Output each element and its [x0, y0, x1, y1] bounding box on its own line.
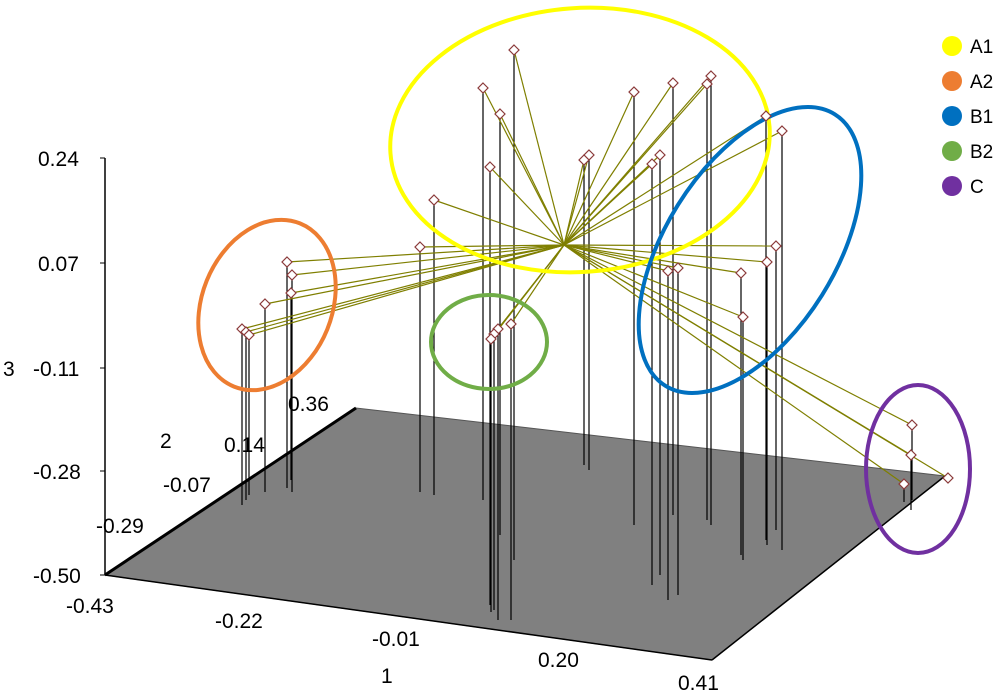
data-point-marker — [770, 240, 782, 252]
x-tick-label: 0.20 — [538, 649, 579, 672]
data-point-marker — [662, 265, 674, 277]
connector-line — [563, 244, 777, 247]
data-point-marker — [508, 44, 520, 56]
data-point-marker — [286, 269, 298, 281]
cluster-ellipse-c — [864, 383, 972, 555]
data-point-marker — [243, 329, 255, 341]
drop-lines — [241, 50, 913, 620]
data-point-marker — [485, 333, 497, 345]
x-axis-title: 1 — [381, 665, 393, 688]
data-point-marker — [628, 86, 640, 98]
data-point-marker — [494, 108, 506, 120]
connector-line — [563, 91, 635, 246]
legend-label: A2 — [970, 72, 993, 93]
legend-label: C — [970, 177, 984, 198]
connector-line — [419, 244, 565, 248]
x-tick-label: -0.22 — [215, 610, 263, 633]
z-tick-label: 0.07 — [38, 253, 79, 276]
connector-line — [241, 244, 565, 330]
cluster-ellipse-b2 — [429, 293, 549, 391]
connector-line — [264, 244, 565, 305]
data-point-marker — [667, 77, 679, 89]
data-point-marker — [898, 478, 910, 490]
data-point-marker — [428, 194, 440, 206]
connector-line — [489, 166, 565, 246]
connector-line — [513, 49, 565, 246]
x-axis-line — [104, 574, 713, 661]
y-tick-label: -0.29 — [96, 515, 144, 538]
legend-swatch — [942, 176, 962, 196]
connector-line — [563, 159, 585, 246]
data-point-marker — [578, 154, 590, 166]
connector-line — [563, 244, 679, 269]
data-point-marker — [701, 78, 713, 90]
connector-line — [563, 82, 674, 246]
data-point-marker — [942, 472, 954, 484]
data-point-marker — [477, 82, 489, 94]
data-point-marker — [905, 449, 917, 461]
y-tick-label: 0.14 — [224, 434, 265, 457]
legend-swatch — [942, 36, 962, 56]
legend-swatch — [942, 141, 962, 161]
z-tick-label: -0.28 — [33, 461, 81, 484]
data-point-marker — [281, 256, 293, 268]
data-point-marker — [760, 110, 772, 122]
data-point-marker — [484, 161, 496, 173]
connector-line — [499, 113, 565, 246]
data-point-marker — [414, 241, 426, 253]
connector-line — [563, 163, 653, 246]
data-point-marker — [285, 287, 297, 299]
x-tick-label: -0.01 — [372, 628, 420, 651]
connector-line — [563, 130, 783, 246]
data-point-marker — [705, 70, 717, 82]
connector-line — [563, 244, 913, 426]
data-point-marker — [737, 311, 749, 323]
connector-line — [563, 83, 708, 246]
y-tick-label: 0.36 — [288, 393, 329, 416]
connector-line — [563, 244, 905, 485]
data-point-marker — [646, 158, 658, 170]
y-axis-line — [104, 406, 357, 577]
connector-line — [563, 244, 949, 479]
data-point-marker — [505, 318, 517, 330]
data-point-marker — [259, 298, 271, 310]
legend-label: B1 — [970, 107, 993, 128]
cluster-ellipse-a1 — [388, 5, 772, 275]
connector-line — [245, 244, 565, 333]
data-point-marker — [654, 149, 666, 161]
z-tick-label: 0.24 — [38, 148, 79, 171]
connector-line — [510, 244, 565, 325]
z-tick-label: -0.11 — [33, 358, 79, 381]
z-tick-label: -0.50 — [33, 565, 81, 588]
floor-edge — [711, 475, 946, 661]
connector-line — [563, 244, 744, 318]
legend-label: B2 — [970, 142, 993, 163]
connector-line — [563, 154, 590, 246]
legend-swatch — [942, 71, 962, 91]
legend-label: A1 — [970, 37, 993, 58]
data-point-marker — [735, 267, 747, 279]
y-axis-title: 2 — [160, 430, 172, 453]
connector-line — [248, 244, 565, 336]
connector-line — [490, 244, 565, 340]
data-markers — [236, 44, 954, 490]
legend-swatch — [942, 106, 962, 126]
connector-line — [563, 115, 767, 246]
y-tick-label: -0.07 — [163, 474, 211, 497]
z-axis-title: 3 — [3, 358, 15, 381]
cluster-ellipse-a2 — [196, 217, 338, 393]
cluster-ellipse-b1 — [636, 105, 864, 395]
data-point-marker — [672, 262, 684, 274]
legend: A1 A2 B1 B2 C — [942, 36, 993, 198]
x-tick-label: 0.41 — [678, 672, 719, 695]
data-point-marker — [761, 256, 773, 268]
connector-line — [433, 199, 565, 246]
data-point-marker — [776, 125, 788, 137]
connector-line — [291, 244, 565, 276]
data-point-marker — [906, 419, 918, 431]
cluster-ellipses — [196, 5, 972, 555]
y-tick-label: -0.43 — [66, 595, 114, 618]
